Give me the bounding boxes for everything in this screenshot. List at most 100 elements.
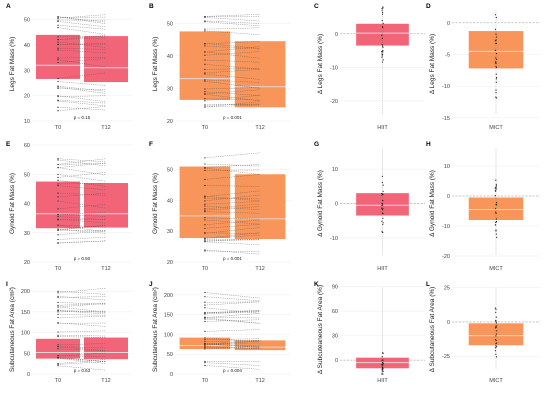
data-point [57, 304, 59, 306]
y-tick-label: 40 [24, 202, 30, 208]
subject-line [57, 240, 107, 243]
data-point [496, 36, 498, 38]
y-tick-label: -10 [442, 84, 450, 90]
subject-line [204, 94, 261, 101]
subject-line [57, 365, 107, 371]
data-point [495, 66, 498, 69]
subject-line [57, 158, 107, 165]
x-tick-label: HIIT [377, 266, 388, 272]
data-point [57, 219, 59, 221]
subject-line [204, 91, 261, 96]
subject-line [57, 49, 107, 54]
data-point [57, 185, 59, 187]
x-tick-label: T0 [55, 378, 61, 384]
data-point [204, 157, 206, 159]
y-tick-label: 50 [24, 351, 30, 357]
subject-line [204, 313, 261, 318]
y-axis-label: Δ Gynoid Fat Mass (%) [429, 170, 436, 237]
data-point [57, 179, 59, 181]
data-point [57, 196, 59, 198]
subject-line [204, 338, 261, 340]
subject-line [57, 25, 107, 30]
subject-line [204, 232, 261, 239]
subject-line [57, 183, 107, 185]
data-point [204, 203, 206, 205]
data-point [204, 320, 206, 323]
data-point [57, 86, 59, 88]
data-point [381, 209, 383, 211]
data-point [57, 346, 59, 348]
data-point [57, 26, 59, 29]
data-point [382, 59, 384, 61]
data-point [204, 169, 206, 171]
data-point [495, 33, 497, 35]
data-point [381, 356, 383, 358]
y-tick-label: 10 [332, 167, 338, 173]
data-point [204, 307, 206, 309]
data-point [204, 93, 206, 95]
subject-line [204, 292, 261, 299]
subject-line [204, 224, 261, 229]
data-point [204, 200, 206, 202]
data-point [204, 30, 206, 32]
data-point [382, 373, 384, 375]
data-point [57, 331, 59, 333]
data-point [204, 339, 206, 341]
data-point [495, 233, 497, 235]
data-point [495, 320, 497, 323]
x-tick-label: MICT [489, 378, 503, 384]
data-point [57, 292, 59, 294]
subject-line [204, 41, 261, 45]
data-point [204, 88, 206, 90]
y-tick-label: 100 [21, 331, 30, 337]
y-tick-label: 20 [24, 94, 30, 100]
subject-line [57, 357, 107, 363]
data-point [204, 72, 206, 74]
subject-line [204, 239, 261, 241]
data-point [57, 41, 59, 43]
y-tick-label: 0 [170, 372, 173, 378]
subject-line [57, 343, 107, 345]
data-point [57, 24, 59, 26]
panel-letter: E [6, 141, 11, 148]
data-point [204, 100, 206, 102]
subject-line [204, 89, 261, 95]
data-point [57, 110, 59, 112]
y-tick-label: -25 [442, 354, 450, 360]
data-point [57, 224, 59, 226]
subject-line [57, 218, 107, 224]
data-point [204, 219, 206, 221]
subject-line [57, 167, 107, 176]
panel-letter: C [314, 3, 319, 10]
y-axis-label: Δ Gynoid Fat Mass (%) [317, 170, 324, 237]
data-point [57, 290, 59, 292]
data-point [57, 20, 59, 23]
subject-line [204, 98, 261, 101]
y-tick-label: -5 [445, 53, 450, 59]
subject-line [57, 185, 107, 191]
subject-line [57, 159, 107, 167]
subject-line [57, 48, 107, 50]
subject-line [57, 330, 107, 333]
subject-line [57, 158, 107, 163]
data-point [381, 202, 383, 205]
data-point [204, 20, 206, 22]
data-point [382, 7, 384, 9]
y-axis-label: Subcutaneous Fat Area (cm²) [152, 287, 159, 372]
subject-line [204, 317, 261, 324]
subject-line [57, 106, 107, 111]
subject-line [57, 355, 107, 357]
data-point [57, 334, 59, 336]
data-point [204, 178, 206, 181]
data-point [57, 363, 59, 366]
data-point [382, 362, 384, 365]
data-point [57, 208, 59, 210]
data-point [57, 200, 59, 202]
subject-line [204, 152, 261, 159]
data-point [494, 62, 497, 64]
subject-line [204, 232, 261, 234]
subject-line [204, 234, 261, 239]
subject-line [204, 205, 261, 211]
data-point [494, 194, 496, 197]
